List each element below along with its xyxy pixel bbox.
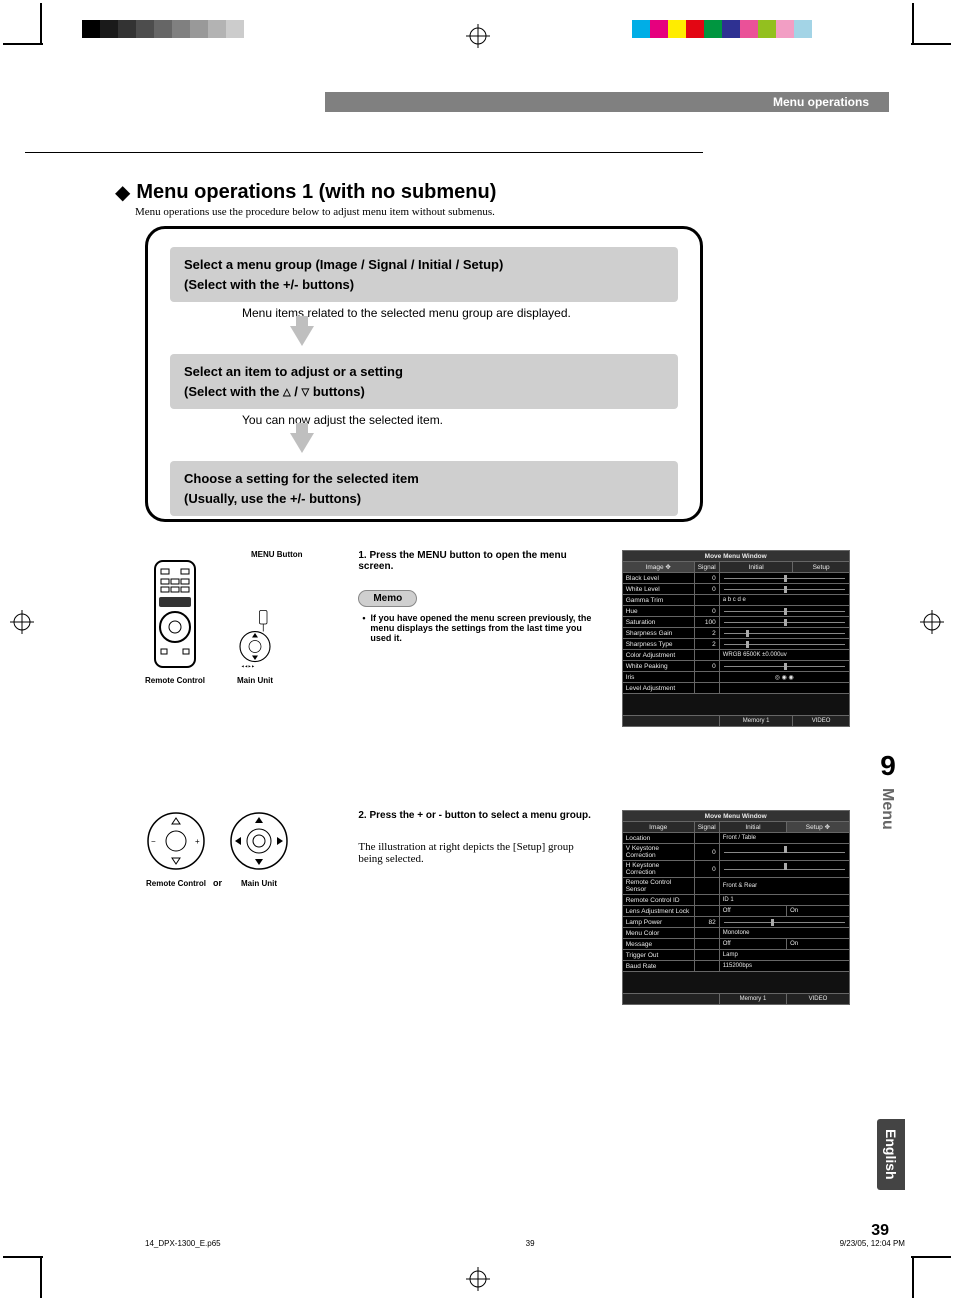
instruction-2-text: Press the + or - button to select a menu… xyxy=(369,810,590,821)
step-2-line1: Select an item to adjust or a setting xyxy=(184,362,664,382)
crop-mark xyxy=(3,1256,43,1258)
procedure-flow: Select a menu group (Image / Signal / In… xyxy=(145,226,703,522)
step-1-line1: Select a menu group (Image / Signal / In… xyxy=(184,255,664,275)
instruction-1-num: 1. xyxy=(358,550,366,561)
color-swatches xyxy=(632,20,812,38)
step-1-line2: (Select with the +/- buttons) xyxy=(184,275,664,295)
crop-mark xyxy=(912,3,914,45)
arrow-down-icon xyxy=(290,433,314,453)
main-unit-dpad-icon xyxy=(228,810,290,872)
step-2-line2: (Select with the △ / ▽ buttons) xyxy=(184,382,664,402)
print-footer: 14_DPX-1300_E.p65 39 9/23/05, 12:04 PM xyxy=(145,1239,905,1248)
step-3-line1: Choose a setting for the selected item xyxy=(184,469,664,489)
chapter-tab: 9 Menu xyxy=(868,750,908,850)
unit-label: Main Unit xyxy=(225,676,285,685)
crop-mark xyxy=(40,1256,42,1298)
step-1: Select a menu group (Image / Signal / In… xyxy=(170,247,678,302)
page-number: 39 xyxy=(871,1222,889,1240)
step-3: Choose a setting for the selected item (… xyxy=(170,461,678,516)
remote-control-icon xyxy=(149,559,201,669)
page-subtitle: Menu operations use the procedure below … xyxy=(135,206,495,218)
instruction-2-sub: The illustration at right depicts the [S… xyxy=(358,841,598,865)
crop-mark xyxy=(40,3,42,45)
step-3-line2: (Usually, use the +/- buttons) xyxy=(184,489,664,509)
grayscale-swatches xyxy=(82,20,244,38)
registration-mark-icon xyxy=(920,610,944,634)
registration-mark-icon xyxy=(10,610,34,634)
header-breadcrumb: Menu operations xyxy=(325,92,889,112)
crop-mark xyxy=(3,43,43,45)
remote-label: Remote Control xyxy=(145,676,205,685)
remote-label-2: Remote Control xyxy=(145,879,207,888)
svg-text:◂ ◂ ▸ ▸: ◂ ◂ ▸ ▸ xyxy=(242,664,256,669)
svg-text:−: − xyxy=(151,837,156,846)
language-tab: English xyxy=(877,1119,905,1190)
memo-label: Memo xyxy=(358,590,417,607)
title-bullet-icon: ◆ xyxy=(115,180,130,205)
page-title: Menu operations 1 (with no submenu) xyxy=(136,181,496,204)
step-2: Select an item to adjust or a setting (S… xyxy=(170,354,678,409)
instruction-1-text: Press the MENU button to open the menu s… xyxy=(358,550,566,572)
remote-dpad-icon: −+ xyxy=(145,810,207,872)
crop-mark xyxy=(912,1256,914,1298)
osd-screenshot-1: Move Menu WindowImage ✥SignalInitialSetu… xyxy=(622,550,850,727)
memo-text: • If you have opened the menu screen pre… xyxy=(358,613,598,643)
divider xyxy=(25,152,703,153)
instruction-2-num: 2. xyxy=(358,810,366,821)
registration-mark-icon xyxy=(466,24,490,48)
osd-screenshot-2: Move Menu WindowImageSignalInitialSetup … xyxy=(622,810,850,1005)
main-unit-icon: ◂ ◂ ▸ ▸ xyxy=(225,609,285,669)
svg-text:+: + xyxy=(195,837,200,846)
footer-file: 14_DPX-1300_E.p65 xyxy=(145,1239,221,1248)
registration-mark-icon xyxy=(466,1267,490,1291)
chapter-label: Menu xyxy=(878,788,896,830)
triangle-up-icon: △ xyxy=(283,387,291,398)
crop-mark xyxy=(911,43,951,45)
menu-button-label: MENU Button xyxy=(251,550,355,559)
or-label: or xyxy=(213,878,222,888)
crop-mark xyxy=(911,1256,951,1258)
unit-label-2: Main Unit xyxy=(228,879,290,888)
footer-timestamp: 9/23/05, 12:04 PM xyxy=(840,1239,905,1248)
arrow-down-icon xyxy=(290,326,314,346)
breadcrumb-text: Menu operations xyxy=(773,92,889,109)
chapter-number: 9 xyxy=(868,750,908,782)
footer-folio: 39 xyxy=(526,1239,535,1248)
